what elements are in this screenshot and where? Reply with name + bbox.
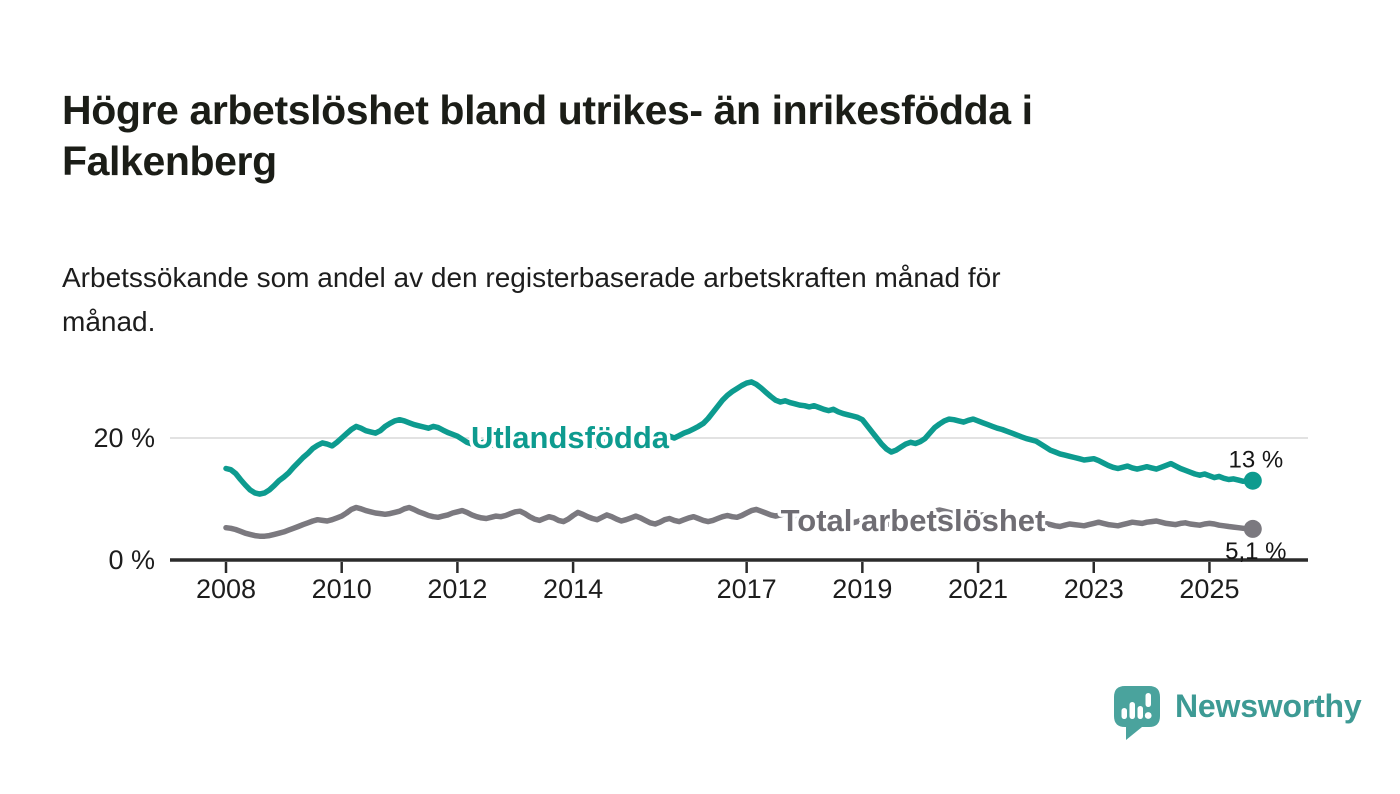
newsworthy-logo: Newsworthy <box>1114 686 1362 742</box>
x-tick-label-2012: 2012 <box>427 574 487 604</box>
x-tick-label-2008: 2008 <box>196 574 256 604</box>
series-end-dot-total-arbetsl-shet <box>1243 519 1262 538</box>
end-value-label-total-arbetsl-shet: 5,1 % <box>1225 538 1286 565</box>
logo-bubble-icon <box>1114 686 1160 740</box>
page-title-line-1: Högre arbetslöshet bland utrikes- än inr… <box>62 87 1033 134</box>
series-line-total-arbetsl-shet <box>223 504 1256 539</box>
x-tick-label-2025: 2025 <box>1179 574 1239 604</box>
x-tick-label-2014: 2014 <box>543 574 603 604</box>
newsworthy-logo-mark <box>1114 686 1160 740</box>
chart-subtitle-line-1: Arbetssökande som andel av den registerb… <box>62 262 1001 293</box>
chart-subtitle-line-2: månad. <box>62 306 156 337</box>
logo-bar-2 <box>1129 702 1135 719</box>
logo-bar-1 <box>1121 708 1127 719</box>
y-axis-label-20: 20 % <box>93 423 155 453</box>
end-value-label-utlandsf-dda: 13 % <box>1228 447 1283 474</box>
x-tick-label-2019: 2019 <box>832 574 892 604</box>
x-tick-label-2023: 2023 <box>1064 574 1124 604</box>
y-axis-label-0: 0 % <box>108 545 155 575</box>
logo-exclamation-dot <box>1144 712 1152 719</box>
series-end-dot-utlandsf-dda <box>1243 471 1262 490</box>
series-line-utlandsf-dda <box>223 379 1256 497</box>
logo-exclamation-bar <box>1145 693 1151 707</box>
logo-bar-3 <box>1137 706 1143 719</box>
x-tick-label-2021: 2021 <box>948 574 1008 604</box>
page-title: Högre arbetslöshet bland utrikes- än inr… <box>62 85 1302 187</box>
series-label-total-arbetsl-shet: Total arbetslöshet <box>781 503 1046 538</box>
x-tick-label-2017: 2017 <box>717 574 777 604</box>
page-title-line-2: Falkenberg <box>62 138 277 185</box>
x-tick-label-2010: 2010 <box>312 574 372 604</box>
chart-subtitle: Arbetssökande som andel av den registerb… <box>62 256 1302 344</box>
series-label-utlandsf-dda: Utlandsfödda <box>471 420 670 455</box>
logo-wordmark: Newsworthy <box>1175 688 1362 724</box>
